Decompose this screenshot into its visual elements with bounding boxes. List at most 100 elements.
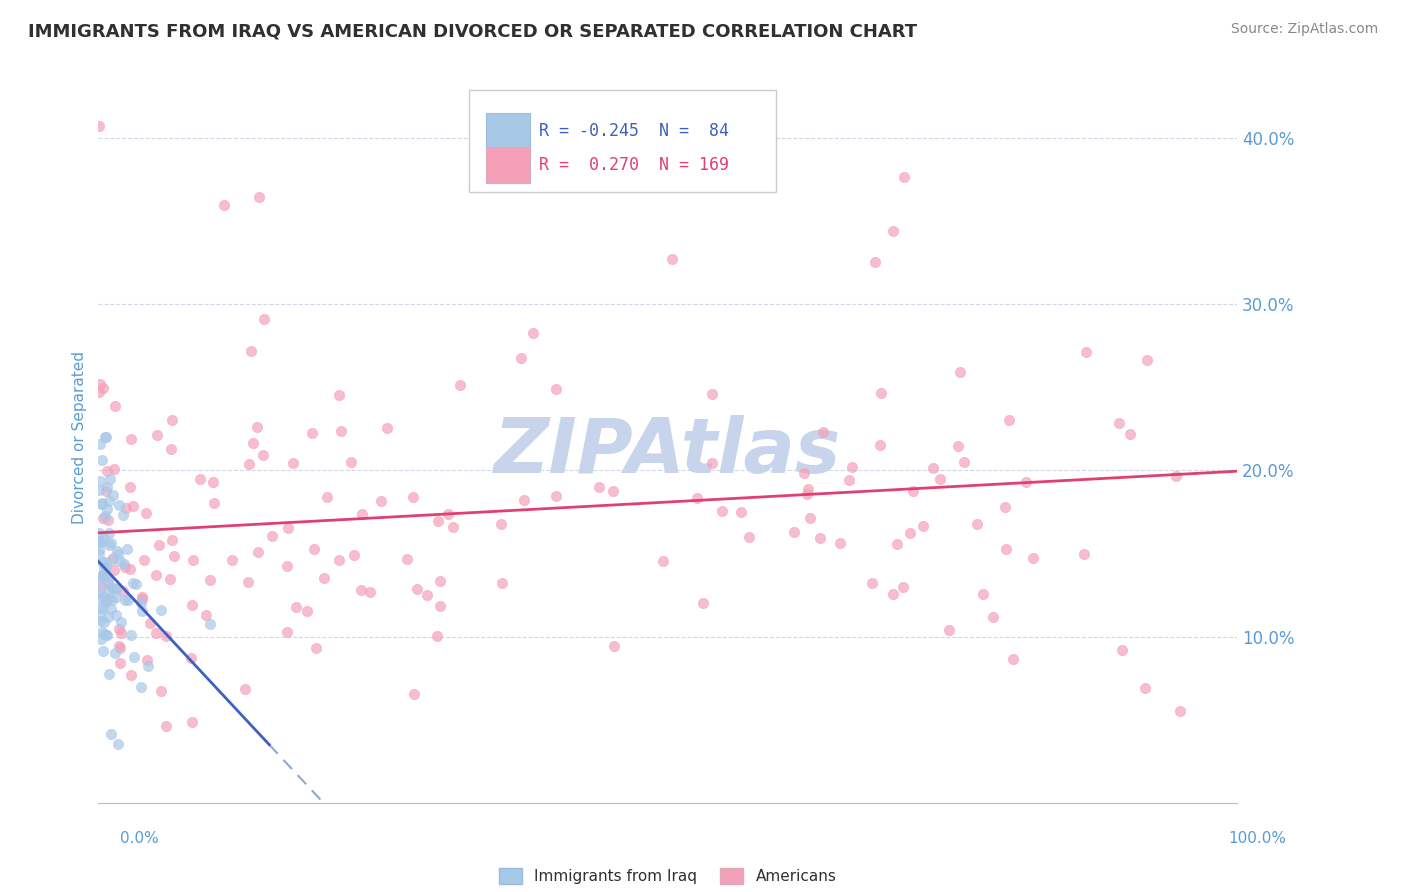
Point <box>97 591 120 605</box>
Point <box>107 548 129 562</box>
Point <box>89 547 111 561</box>
Point <box>89 615 111 629</box>
Point <box>350 507 373 521</box>
Point <box>1001 651 1024 665</box>
Point <box>994 500 1017 515</box>
Point <box>94 593 117 607</box>
Point <box>811 425 834 440</box>
Point <box>146 427 169 442</box>
Point <box>796 487 818 501</box>
Point <box>198 573 221 587</box>
Point <box>238 457 260 471</box>
Point <box>838 474 860 488</box>
Point <box>304 541 326 556</box>
Point <box>966 517 988 532</box>
Point <box>406 582 429 596</box>
Point <box>89 570 111 584</box>
Point <box>429 574 451 588</box>
Point <box>111 508 134 522</box>
Point <box>139 615 162 630</box>
Point <box>603 639 626 653</box>
Point <box>87 535 110 549</box>
Point <box>1073 547 1095 561</box>
Point <box>115 501 138 516</box>
Point <box>89 376 111 391</box>
Point <box>91 590 114 604</box>
Point <box>90 632 112 647</box>
Point <box>891 580 914 594</box>
Y-axis label: Divorced or Separated: Divorced or Separated <box>72 351 87 524</box>
Point <box>90 625 112 640</box>
Point <box>118 562 141 576</box>
Point <box>865 255 887 269</box>
Point <box>100 581 122 595</box>
Point <box>121 499 143 513</box>
Point <box>730 505 752 519</box>
Point <box>89 437 111 451</box>
Point <box>97 513 120 527</box>
Point <box>711 504 734 518</box>
Point <box>100 553 122 567</box>
Legend: Immigrants from Iraq, Americans: Immigrants from Iraq, Americans <box>494 862 842 890</box>
Point <box>149 684 172 698</box>
Point <box>150 603 173 617</box>
Point <box>312 571 335 585</box>
Point <box>103 461 125 475</box>
Point <box>129 680 152 694</box>
Point <box>103 582 125 596</box>
Point <box>96 501 118 516</box>
Point <box>115 542 138 557</box>
Point <box>686 491 709 505</box>
Point <box>89 474 111 488</box>
Point <box>893 170 915 185</box>
Point <box>928 472 950 486</box>
Point <box>247 190 270 204</box>
Point <box>281 456 304 470</box>
Point <box>108 657 131 671</box>
Point <box>87 526 110 541</box>
Point <box>96 591 118 605</box>
Point <box>235 681 257 696</box>
Point <box>93 508 115 523</box>
Point <box>89 608 111 623</box>
Point <box>808 531 831 545</box>
Point <box>449 378 471 392</box>
Point <box>188 472 211 486</box>
Point <box>97 574 120 588</box>
Point <box>443 520 465 534</box>
Point <box>339 455 361 469</box>
Point <box>652 554 675 568</box>
Point <box>120 432 142 446</box>
Point <box>242 435 264 450</box>
Point <box>98 525 121 540</box>
Point <box>89 483 111 497</box>
Point <box>370 494 392 508</box>
Point <box>129 596 152 610</box>
Point <box>104 646 127 660</box>
Point <box>912 518 935 533</box>
Point <box>114 559 136 574</box>
Point <box>100 602 122 616</box>
Point <box>700 456 723 470</box>
Point <box>125 577 148 591</box>
Text: 100.0%: 100.0% <box>1229 831 1286 846</box>
Point <box>98 472 121 486</box>
Point <box>544 489 567 503</box>
Point <box>437 508 460 522</box>
Point <box>828 536 851 550</box>
Point <box>87 119 110 133</box>
Point <box>131 604 153 618</box>
Point <box>195 607 218 622</box>
FancyBboxPatch shape <box>485 146 530 183</box>
Point <box>276 558 298 573</box>
Point <box>429 599 451 614</box>
Point <box>103 562 125 576</box>
Point <box>1111 643 1133 657</box>
Point <box>236 575 259 590</box>
Point <box>87 574 110 589</box>
Text: ZIPAtlas: ZIPAtlas <box>494 415 842 489</box>
Point <box>93 560 115 574</box>
Point <box>134 553 156 567</box>
Point <box>110 625 132 640</box>
Point <box>96 464 118 478</box>
